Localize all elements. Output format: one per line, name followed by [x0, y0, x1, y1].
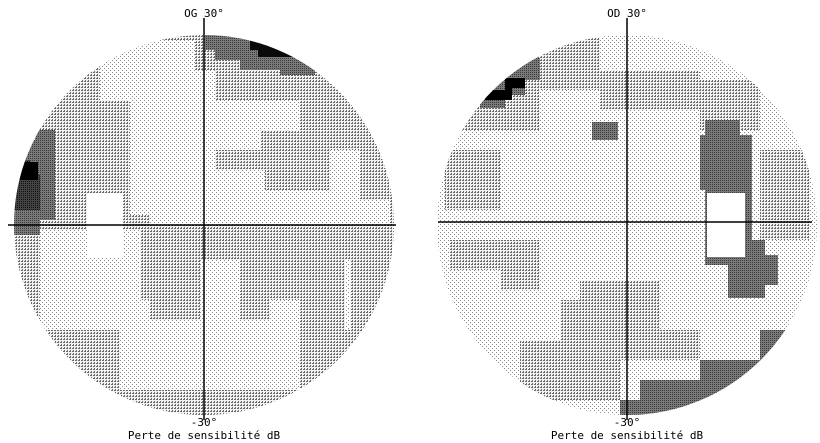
og-medium-zone-lowcenter [150, 265, 200, 320]
od-medium-zone-center [445, 150, 500, 210]
od-medium-zone-bottom [520, 340, 620, 400]
og-light-zone-upper [70, 40, 300, 215]
og-bottom-label: -30° [191, 416, 218, 429]
od-medium-zone-right [760, 150, 810, 240]
od-blind-spot [707, 193, 745, 257]
od-medium-zone-left-lower [450, 240, 540, 290]
od-eye-label: OD 30° [607, 7, 647, 20]
field-od: OD 30° -30° Perte de sensibilité dB [437, 7, 817, 442]
og-light-zone-center [150, 150, 390, 225]
od-bottom-label: -30° [614, 416, 641, 429]
og-caption: Perte de sensibilité dB [128, 429, 281, 442]
og-blackest-spot [20, 162, 38, 180]
od-deep-defect-upper-left [485, 78, 525, 100]
og-eye-label: OG 30° [184, 7, 224, 20]
od-caption: Perte de sensibilité dB [551, 429, 704, 442]
field-og: OG 30° -30° Perte de sensibilité dB [8, 7, 396, 442]
od-defect-small-spot [592, 122, 618, 140]
og-medium-zone-right [270, 260, 345, 330]
